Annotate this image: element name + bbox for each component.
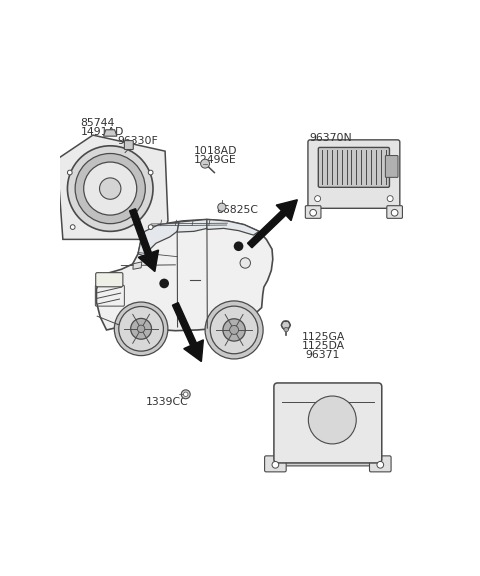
Circle shape — [71, 225, 75, 229]
Polygon shape — [172, 302, 204, 362]
Circle shape — [114, 302, 168, 355]
Text: 85744: 85744 — [81, 118, 115, 128]
Polygon shape — [130, 209, 158, 271]
FancyBboxPatch shape — [318, 147, 389, 187]
Circle shape — [377, 461, 384, 468]
Text: 1339CC: 1339CC — [145, 397, 188, 407]
Polygon shape — [138, 222, 179, 257]
Circle shape — [205, 301, 263, 359]
Polygon shape — [277, 459, 384, 466]
Text: 96330F: 96330F — [118, 136, 158, 146]
FancyBboxPatch shape — [264, 456, 286, 472]
Polygon shape — [248, 200, 297, 248]
Text: 1018AD: 1018AD — [194, 146, 238, 156]
Circle shape — [148, 170, 153, 175]
Circle shape — [327, 415, 337, 425]
Circle shape — [99, 178, 121, 199]
Text: 86825C: 86825C — [216, 205, 258, 215]
Polygon shape — [207, 219, 259, 235]
Circle shape — [201, 159, 210, 168]
Circle shape — [315, 403, 349, 437]
Circle shape — [229, 325, 239, 335]
Circle shape — [314, 196, 321, 202]
Polygon shape — [96, 219, 273, 331]
Polygon shape — [104, 130, 117, 136]
Circle shape — [218, 203, 226, 211]
Circle shape — [272, 461, 279, 468]
Circle shape — [223, 319, 245, 341]
Polygon shape — [133, 262, 142, 270]
Circle shape — [75, 153, 145, 223]
Circle shape — [322, 410, 343, 430]
Circle shape — [148, 225, 153, 229]
Circle shape — [308, 396, 356, 444]
Text: 96370N: 96370N — [309, 133, 352, 143]
Circle shape — [84, 162, 137, 215]
Circle shape — [234, 241, 243, 251]
FancyBboxPatch shape — [274, 383, 382, 463]
Polygon shape — [57, 135, 168, 240]
Text: 1125GA: 1125GA — [302, 332, 345, 342]
Circle shape — [281, 321, 290, 329]
Circle shape — [67, 146, 153, 232]
Circle shape — [210, 306, 258, 354]
FancyBboxPatch shape — [96, 272, 123, 287]
Circle shape — [310, 210, 316, 216]
Circle shape — [67, 170, 72, 175]
Polygon shape — [177, 219, 207, 232]
Circle shape — [284, 327, 288, 332]
Circle shape — [181, 390, 190, 399]
Circle shape — [131, 319, 152, 339]
Circle shape — [387, 196, 393, 202]
FancyBboxPatch shape — [385, 156, 398, 177]
Circle shape — [240, 258, 251, 268]
FancyBboxPatch shape — [387, 206, 402, 218]
Text: 1125DA: 1125DA — [302, 341, 345, 351]
Circle shape — [119, 306, 163, 351]
Circle shape — [137, 325, 145, 332]
FancyBboxPatch shape — [305, 206, 321, 218]
FancyBboxPatch shape — [124, 141, 133, 150]
Circle shape — [183, 392, 188, 396]
Text: 1491AD: 1491AD — [81, 127, 124, 137]
Text: 1249GE: 1249GE — [194, 155, 237, 165]
Circle shape — [391, 210, 398, 216]
FancyBboxPatch shape — [308, 140, 400, 209]
Text: 96371: 96371 — [305, 350, 340, 361]
Circle shape — [159, 279, 169, 288]
FancyBboxPatch shape — [370, 456, 391, 472]
